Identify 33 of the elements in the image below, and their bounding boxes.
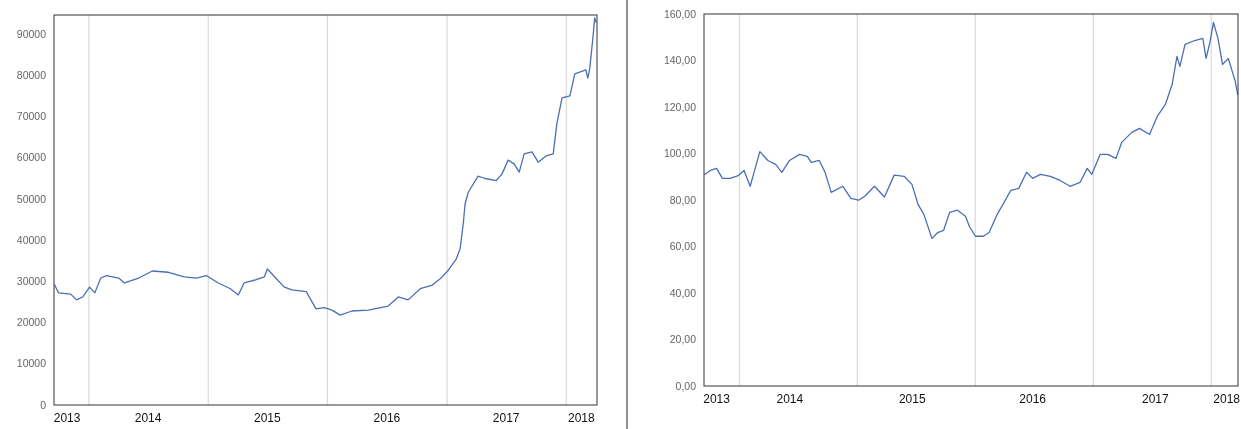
x-tick-label: 2018 bbox=[567, 411, 595, 425]
y-tick-label: 40000 bbox=[16, 233, 47, 246]
x-tick-label: 2016 bbox=[373, 411, 401, 425]
x-tick-label: 2014 bbox=[134, 411, 162, 425]
x-tick-label: 2013 bbox=[703, 392, 731, 406]
y-tick-label: 80000 bbox=[16, 68, 47, 81]
x-tick-label: 2015 bbox=[253, 411, 282, 425]
y-tick-label: 140,00 bbox=[663, 54, 697, 67]
y-tick-label: 20,00 bbox=[669, 333, 697, 346]
line-series bbox=[704, 21, 1239, 240]
y-tick-label: 10000 bbox=[16, 357, 47, 370]
y-tick-label: 160,00 bbox=[663, 7, 697, 20]
y-tick-label: 90000 bbox=[16, 27, 47, 40]
x-tick-label: 2014 bbox=[776, 392, 804, 406]
y-tick-label: 80,00 bbox=[669, 193, 697, 206]
x-tick-label: 2018 bbox=[1213, 392, 1241, 406]
y-tick-label: 40,00 bbox=[669, 286, 697, 299]
y-tick-label: 70000 bbox=[16, 110, 47, 123]
y-tick-label: 20000 bbox=[16, 316, 47, 329]
y-tick-label: 50000 bbox=[16, 192, 47, 205]
x-tick-label: 2016 bbox=[1019, 392, 1047, 406]
x-tick-label: 2013 bbox=[53, 411, 81, 425]
y-tick-label: 60000 bbox=[16, 151, 47, 164]
x-tick-label: 2015 bbox=[898, 392, 926, 406]
y-tick-label: 0,00 bbox=[675, 379, 697, 392]
y-tick-label: 60,00 bbox=[669, 240, 697, 253]
y-tick-label: 120,00 bbox=[663, 100, 697, 113]
x-tick-label: 2017 bbox=[1142, 392, 1170, 406]
y-tick-label: 30000 bbox=[16, 275, 47, 287]
y-tick-label: 0 bbox=[40, 398, 47, 411]
line-series bbox=[54, 17, 597, 316]
x-tick-label: 2017 bbox=[492, 411, 520, 425]
y-tick-label: 100,00 bbox=[663, 147, 697, 160]
